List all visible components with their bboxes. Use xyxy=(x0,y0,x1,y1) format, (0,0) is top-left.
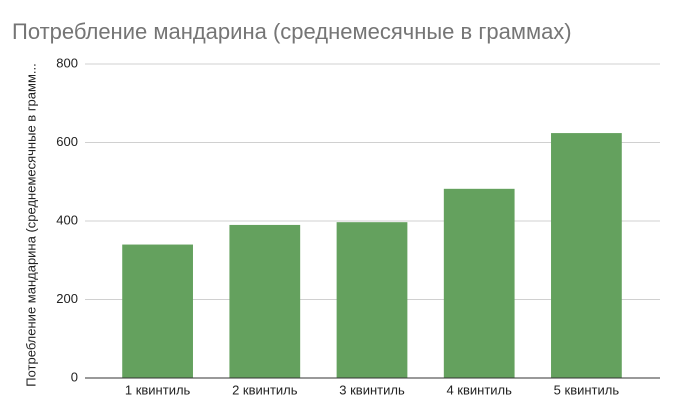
x-tick-label: 4 квинтиль xyxy=(446,382,512,397)
y-tick-label: 0 xyxy=(71,369,78,384)
y-tick-label: 600 xyxy=(56,134,78,149)
x-tick-label: 1 квинтиль xyxy=(125,382,191,397)
bar xyxy=(336,222,408,378)
bar xyxy=(229,224,301,378)
x-tick-label: 5 квинтиль xyxy=(554,382,620,397)
bar xyxy=(551,133,622,378)
chart-title: Потребление мандарина (среднемесячные в … xyxy=(12,19,572,44)
y-tick-label: 800 xyxy=(56,55,78,70)
bar xyxy=(443,188,515,378)
x-tick-label: 2 квинтиль xyxy=(232,382,298,397)
x-tick-label: 3 квинтиль xyxy=(339,382,405,397)
y-tick-label: 200 xyxy=(56,291,78,306)
bar xyxy=(122,244,193,378)
y-tick-label: 400 xyxy=(56,212,78,227)
y-axis-label: Потребление мандарина (среднемесячные в … xyxy=(23,63,38,386)
